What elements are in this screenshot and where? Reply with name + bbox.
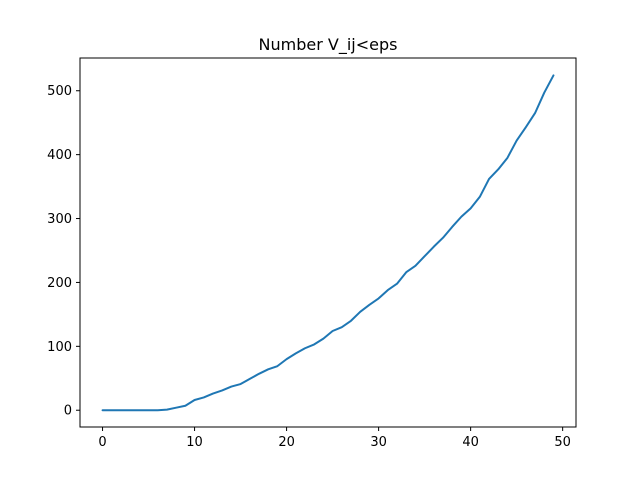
- y-axis: 0 100 200 300 400 500: [47, 84, 80, 419]
- x-tick-label: 20: [278, 435, 295, 450]
- y-tick-label: 500: [47, 84, 72, 99]
- y-tick-label: 0: [64, 404, 72, 419]
- y-tick-label: 400: [47, 148, 72, 163]
- chart-title: Number V_ij<eps: [259, 35, 398, 55]
- x-tick-label: 30: [370, 435, 387, 450]
- y-tick-label: 300: [47, 212, 72, 227]
- series-line-0: [101, 74, 555, 412]
- axes-frame: [79, 57, 577, 428]
- x-axis: 0 10 20 30 40 50: [98, 427, 571, 450]
- x-tick-label: 10: [186, 435, 203, 450]
- x-tick-label: 40: [462, 435, 479, 450]
- x-tick-label: 50: [554, 435, 571, 450]
- plot-area: [101, 74, 555, 412]
- y-tick-label: 200: [47, 276, 72, 291]
- y-tick-label: 100: [47, 340, 72, 355]
- x-tick-label: 0: [98, 435, 106, 450]
